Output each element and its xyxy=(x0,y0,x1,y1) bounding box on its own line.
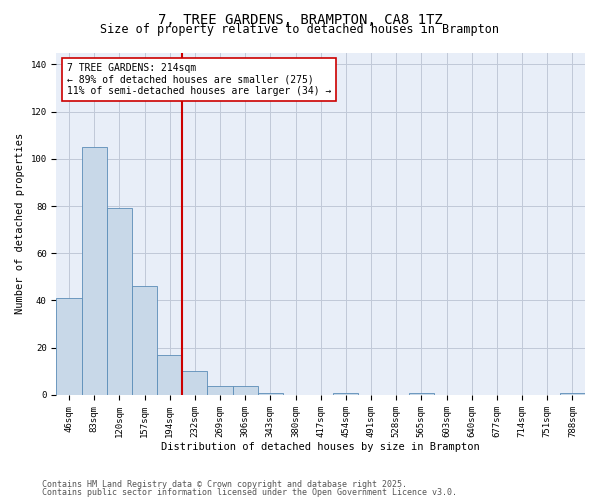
Text: Contains public sector information licensed under the Open Government Licence v3: Contains public sector information licen… xyxy=(42,488,457,497)
Text: 7, TREE GARDENS, BRAMPTON, CA8 1TZ: 7, TREE GARDENS, BRAMPTON, CA8 1TZ xyxy=(158,12,442,26)
Bar xyxy=(208,386,233,395)
Bar xyxy=(409,392,434,395)
Bar xyxy=(157,355,182,395)
Text: Size of property relative to detached houses in Brampton: Size of property relative to detached ho… xyxy=(101,22,499,36)
Bar xyxy=(132,286,157,395)
Text: Contains HM Land Registry data © Crown copyright and database right 2025.: Contains HM Land Registry data © Crown c… xyxy=(42,480,407,489)
X-axis label: Distribution of detached houses by size in Brampton: Distribution of detached houses by size … xyxy=(161,442,480,452)
Bar xyxy=(82,147,107,395)
Y-axis label: Number of detached properties: Number of detached properties xyxy=(15,133,25,314)
Text: 7 TREE GARDENS: 214sqm
← 89% of detached houses are smaller (275)
11% of semi-de: 7 TREE GARDENS: 214sqm ← 89% of detached… xyxy=(67,63,331,96)
Bar xyxy=(107,208,132,395)
Bar xyxy=(560,392,585,395)
Bar xyxy=(258,392,283,395)
Bar xyxy=(333,392,358,395)
Bar xyxy=(56,298,82,395)
Bar xyxy=(233,386,258,395)
Bar xyxy=(182,372,208,395)
